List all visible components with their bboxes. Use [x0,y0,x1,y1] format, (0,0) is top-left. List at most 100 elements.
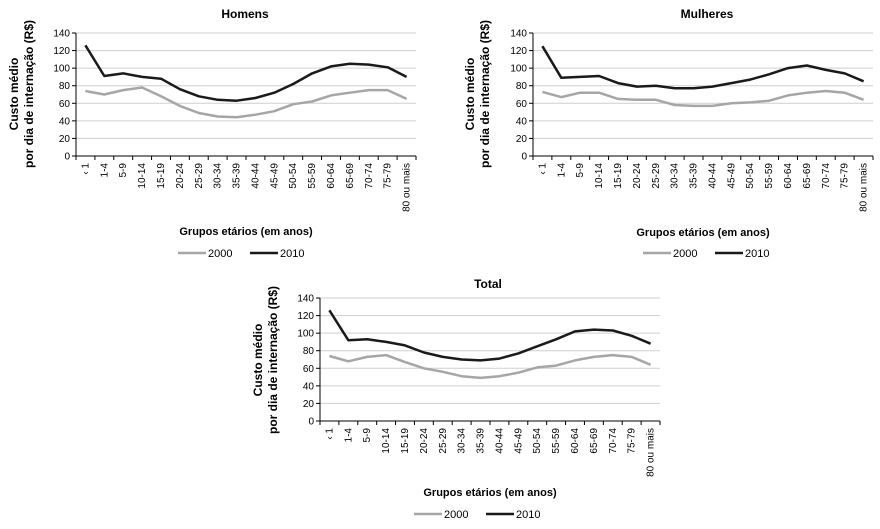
x-tick-label: 75-79 [627,428,638,454]
y-axis-label: por dia de internação (R$) [478,20,492,168]
x-tick-label: 30-34 [457,428,468,454]
y-tick-label: 0 [521,152,527,163]
chart-2: Mulheres 0 20 40 60 80 100 120 140 ‹ 1 1-4 5-9 10-14… [463,7,874,260]
x-tick-label: 80 ou mais [646,428,657,477]
x-tick-label: 35-39 [689,163,700,189]
x-tick-label: 5-9 [575,163,586,178]
y-tick-label: 100 [297,329,314,340]
y-tick-label: 140 [297,294,314,305]
y-tick-label: 40 [59,116,71,127]
series-line-2000 [329,353,652,380]
x-tick-label: 25-29 [651,163,662,189]
y-tick-label: 60 [59,99,71,110]
y-tick-label: 100 [53,64,70,75]
x-tick-label: 1-4 [556,163,567,178]
x-tick-label: 40-44 [250,163,261,189]
chart-title: Homens [221,7,269,21]
x-tick-label: 50-54 [745,163,756,189]
legend-label: 2010 [745,248,769,260]
x-tick-label: 80 ou mais [402,163,413,212]
x-tick-label: 40-44 [707,163,718,189]
x-tick-label: 65-69 [802,163,813,189]
y-tick-label: 20 [59,134,71,145]
y-axis-label: Custo médio [251,324,265,397]
series-line-2010 [84,44,408,102]
series-line-2000 [542,89,865,108]
x-tick-label: 30-34 [213,163,224,189]
x-tick-label: 20-24 [419,428,430,454]
chart-title: Mulheres [681,7,734,21]
x-tick-label: 5-9 [362,428,373,443]
legend-label: 2000 [444,509,468,521]
x-tick-label: 50-54 [532,428,543,454]
x-tick-label: 25-29 [438,428,449,454]
y-tick-label: 0 [64,152,70,163]
x-tick-label: 60-64 [326,163,337,189]
x-tick-label: 60-64 [570,428,581,454]
x-tick-label: 70-74 [821,163,832,189]
x-tick-label: 65-69 [345,163,356,189]
x-tick-label: 15-19 [613,163,624,189]
y-tick-label: 120 [53,46,70,57]
y-tick-label: 80 [303,346,315,357]
x-tick-label: 10-14 [137,163,148,189]
y-tick-label: 20 [516,134,528,145]
x-tick-label: 35-39 [476,428,487,454]
legend-label: 2010 [516,509,540,521]
x-tick-label: ‹ 1 [80,163,91,175]
x-tick-label: 80 ou mais [859,163,870,212]
x-tick-label: 20-24 [632,163,643,189]
x-tick-label: 50-54 [288,163,299,189]
y-tick-label: 60 [303,364,315,375]
legend-label: 2010 [280,248,304,260]
y-tick-label: 40 [303,381,315,392]
y-axis-label: Custo médio [463,58,477,131]
y-tick-label: 20 [303,399,315,410]
y-tick-label: 140 [510,29,527,40]
x-tick-label: 10-14 [594,163,605,189]
x-tick-label: 55-59 [551,428,562,454]
x-axis-label: Grupos etários (em anos) [423,487,557,499]
y-tick-label: 0 [308,417,314,428]
x-tick-label: 75-79 [840,163,851,189]
x-tick-label: 5-9 [118,163,129,178]
x-tick-label: 20-24 [175,163,186,189]
x-tick-label: 45-49 [726,163,737,189]
x-tick-label: 55-59 [307,163,318,189]
y-tick-label: 80 [516,81,528,92]
chart-3: Total 0 20 40 60 80 100 120 140 ‹ 1 1-4 5-9 10-14 15-… [251,277,661,521]
x-tick-label: ‹ 1 [537,163,548,175]
y-tick-label: 100 [510,64,527,75]
x-tick-label: 30-34 [670,163,681,189]
series-line-2010 [328,309,652,362]
chart-1: Homens 0 20 40 60 80 100 120 140 ‹ 1 1-4 5-9 10-14 15… [7,7,417,260]
x-tick-label: 10-14 [381,428,392,454]
x-tick-label: 15-19 [156,163,167,189]
x-axis-label: Grupos etários (em anos) [636,227,770,239]
x-tick-label: 35-39 [232,163,243,189]
legend-label: 2000 [673,248,697,260]
x-tick-label: 45-49 [513,428,524,454]
x-tick-label: 1-4 [343,428,354,443]
x-tick-label: ‹ 1 [324,428,335,440]
x-tick-label: 70-74 [364,163,375,189]
legend-label: 2000 [208,248,232,260]
series-line-2000 [85,86,408,119]
y-axis-label: Custo médio [7,58,21,131]
y-tick-label: 140 [53,29,70,40]
y-tick-label: 40 [516,116,528,127]
x-tick-label: 15-19 [400,428,411,454]
x-tick-label: 55-59 [764,163,775,189]
chart-title: Total [474,277,502,291]
x-tick-label: 40-44 [494,428,505,454]
x-tick-label: 70-74 [608,428,619,454]
y-tick-label: 120 [297,311,314,322]
x-tick-label: 75-79 [383,163,394,189]
x-tick-label: 65-69 [589,428,600,454]
x-axis-label: Grupos etários (em anos) [179,226,313,238]
series-line-2010 [541,45,865,90]
y-tick-label: 80 [59,81,71,92]
x-tick-label: 1-4 [99,163,110,178]
x-tick-label: 45-49 [269,163,280,189]
